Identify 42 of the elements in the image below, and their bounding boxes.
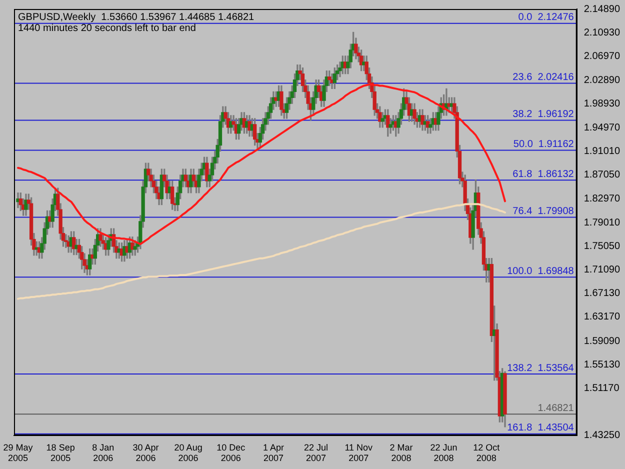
x-tick-label: 12 Oct 2008 [473, 442, 500, 464]
x-tick-label: 18 Sep 2005 [46, 442, 75, 464]
y-tick-label: 1.67130 [584, 288, 620, 300]
y-tick-label: 1.51170 [584, 383, 620, 394]
y-tick-label: 1.75050 [584, 240, 620, 252]
y-tick-label: 1.43250 [584, 430, 620, 442]
ref-line-label: 1.46821 [538, 402, 574, 414]
ref-line-label: 138.2 1.53564 [507, 362, 574, 374]
x-tick-label: 20 Aug 2006 [174, 442, 202, 464]
ref-line-label: 61.8 1.86132 [512, 168, 574, 180]
chart-title: GBPUSD,Weekly 1.53660 1.53967 1.44685 1.46821 [18, 12, 255, 23]
y-tick-label: 1.91010 [584, 146, 620, 157]
y-tick-label: 1.71090 [584, 264, 620, 276]
text: 1440 minutes 20 seconds left to bar end [18, 22, 196, 34]
x-tick-label: 30 Apr 2006 [132, 442, 159, 464]
x-tick-label: 1 Apr 2007 [262, 442, 284, 464]
x-tick-label: 22 Jul 2007 [304, 442, 328, 464]
x-tick-label: 22 Jun 2008 [430, 442, 458, 464]
y-tick-label: 1.79010 [584, 217, 620, 228]
ref-line-label: 100.0 1.69848 [507, 266, 574, 277]
ref-line-label: 38.2 1.96192 [512, 109, 574, 120]
ref-line-label: 76.4 1.79908 [512, 206, 574, 217]
x-tick-label: 11 Nov 2007 [344, 442, 374, 464]
ref-line-label: 50.0 1.91162 [513, 138, 574, 150]
y-tick-label: 1.94970 [584, 122, 620, 134]
y-tick-label: 2.14890 [584, 4, 620, 15]
ref-line-label: 0.0 2.12476 [518, 12, 574, 24]
y-tick-label: 1.87050 [584, 169, 620, 180]
y-tick-label: 1.59090 [584, 336, 620, 347]
y-tick-label: 1.55130 [584, 359, 620, 370]
y-tick-label: 1.98930 [584, 98, 620, 110]
x-tick-label: 10 Dec 2006 [216, 442, 246, 464]
y-tick-label: 1.82970 [584, 194, 620, 205]
y-tick-label: 2.10930 [584, 27, 620, 38]
y-tick-label: 2.02890 [584, 75, 620, 86]
y-tick-label: 1.63170 [584, 312, 620, 323]
x-tick-label: 8 Jan 2006 [92, 442, 114, 464]
x-tick-label: 2 Mar 2008 [390, 442, 413, 464]
ref-line-label: 23.6 2.02416 [512, 72, 574, 83]
y-tick-label: 2.06970 [584, 50, 620, 62]
x-tick-label: 29 May 2005 [3, 442, 34, 464]
ref-line-label: 161.8 1.43504 [507, 422, 574, 434]
